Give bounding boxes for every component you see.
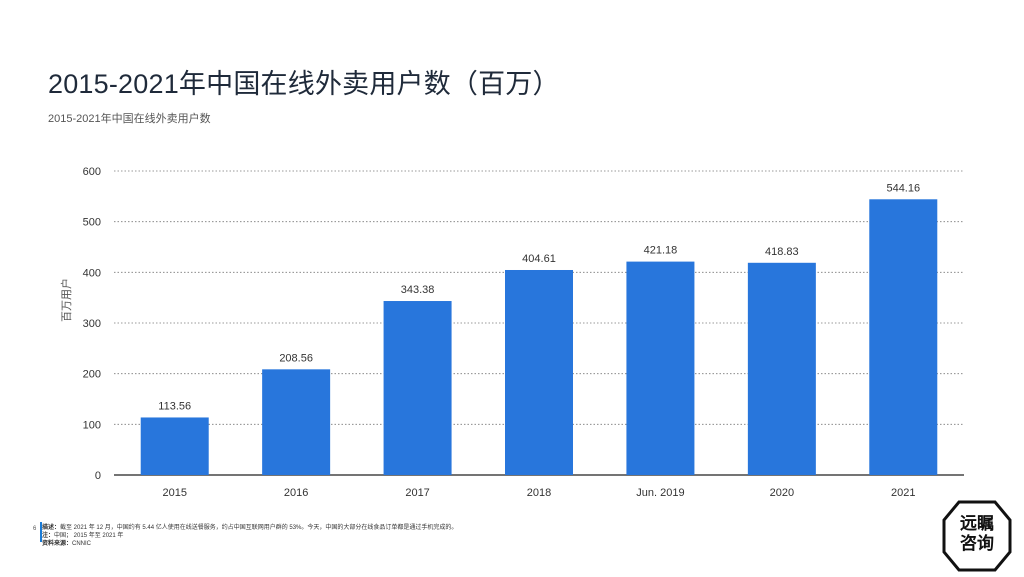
y-tick-label: 600 — [83, 166, 101, 178]
footer-description: 描述：截至 2021 年 12 月，中国约有 5.44 亿人使用在线送餐服务，约… — [42, 524, 457, 532]
page-title: 2015-2021年中国在线外卖用户数（百万） — [48, 69, 560, 99]
bar-value-label: 208.56 — [279, 352, 313, 364]
x-tick-label: Jun. 2019 — [636, 487, 684, 499]
x-tick-label: 2020 — [770, 487, 794, 499]
chart-subtitle: 2015-2021年中国在线外卖用户数 — [48, 113, 211, 125]
y-tick-label: 500 — [83, 217, 101, 229]
bar-layer — [140, 199, 938, 475]
bar — [140, 417, 209, 475]
y-tick-label: 200 — [83, 369, 101, 381]
label-layer: 0 100 200 300 400 500 600 113.56 2015 208.56 2016 3… — [83, 166, 920, 499]
bar — [262, 369, 331, 475]
description-text: 截至 2021 年 12 月，中国约有 5.44 亿人使用在线送餐服务，约占中国… — [60, 525, 458, 531]
note-label: 注： — [42, 533, 55, 539]
bar — [869, 199, 938, 475]
bar — [505, 269, 573, 475]
company-logo: 远瞩 咨询 — [942, 500, 1012, 572]
source-label: 资料来源： — [42, 541, 73, 547]
logo-text-line1: 远瞩 — [960, 514, 994, 534]
logo-frame-icon — [942, 500, 1012, 572]
footer-source: 资料来源：CNNIC — [42, 540, 457, 548]
x-tick-label: 2021 — [891, 487, 915, 499]
bar-value-label: 404.61 — [522, 253, 556, 265]
note-text: 中国； 2015 年至 2021 年 — [54, 533, 124, 539]
description-label: 描述： — [42, 525, 61, 531]
y-tick-label: 400 — [83, 267, 101, 279]
page-number: 6 — [33, 526, 37, 532]
y-tick-label: 100 — [83, 419, 101, 431]
y-axis-label: 百万用户 — [60, 278, 73, 322]
bar-value-label: 421.18 — [644, 245, 678, 257]
bar — [383, 301, 452, 475]
bar — [747, 262, 816, 475]
y-tick-label: 300 — [83, 318, 101, 330]
page-marker — [40, 522, 42, 542]
x-tick-label: 2015 — [162, 487, 186, 499]
bar-value-label: 418.83 — [765, 246, 799, 258]
x-tick-label: 2017 — [405, 487, 429, 499]
source-text: CNNIC — [72, 541, 92, 547]
bar — [626, 261, 695, 475]
y-tick-label: 0 — [95, 470, 101, 482]
footer-note: 注：中国； 2015 年至 2021 年 — [42, 532, 457, 540]
bar-value-label: 544.16 — [886, 182, 920, 194]
bar-value-label: 113.56 — [158, 400, 191, 412]
footer-notes: 描述：截至 2021 年 12 月，中国约有 5.44 亿人使用在线送餐服务，约… — [42, 524, 457, 548]
logo-text-line2: 咨询 — [960, 534, 994, 554]
x-tick-label: 2018 — [527, 487, 551, 499]
x-tick-label: 2016 — [284, 487, 308, 499]
bar-value-label: 343.38 — [401, 284, 435, 296]
logo-text: 远瞩 咨询 — [942, 514, 1012, 554]
